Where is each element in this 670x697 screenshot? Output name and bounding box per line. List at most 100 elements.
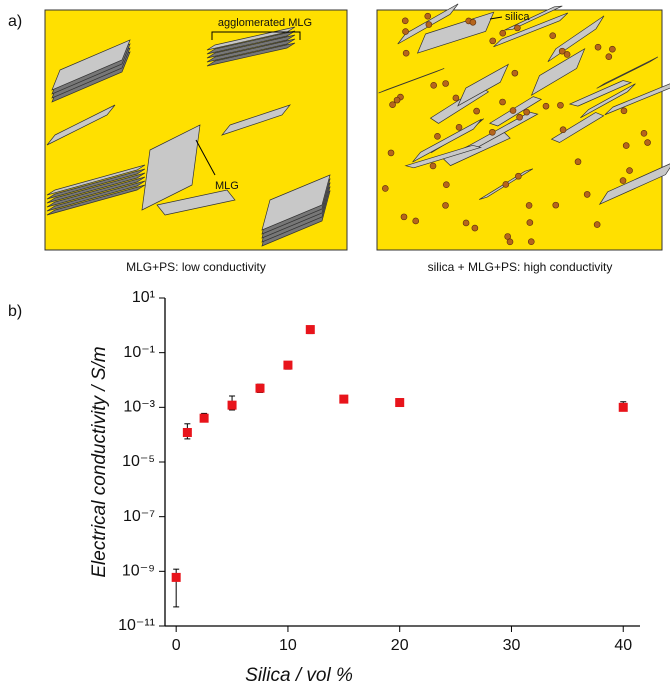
silica-particle <box>574 158 582 166</box>
graphene-sheet <box>46 104 116 146</box>
silica-particle <box>559 126 567 134</box>
silica-particle <box>622 142 630 149</box>
y-tick-label: 10⁻⁷ <box>123 508 155 525</box>
y-tick-label: 10⁻⁵ <box>122 453 155 470</box>
silica-particle <box>526 219 534 226</box>
y-tick-label: 10¹ <box>132 289 155 306</box>
silica-particle <box>473 107 480 115</box>
y-tick-label: 10⁻¹¹ <box>118 617 155 634</box>
graphene-sheet <box>412 118 482 163</box>
annotation: silica <box>505 11 530 23</box>
caption: MLG+PS: low conductivity <box>126 260 266 274</box>
graphene-sheet <box>404 144 482 169</box>
silica-particle <box>471 224 479 232</box>
graphene-sheet <box>206 30 296 55</box>
graphene-sheet <box>220 104 292 136</box>
caption: silica + MLG+PS: high conductivity <box>428 260 613 274</box>
silica-particle <box>469 18 477 26</box>
silica-particle <box>389 101 396 108</box>
silica-particle <box>523 108 530 116</box>
graphene-sheet <box>46 176 146 208</box>
graphene-sheet <box>568 80 633 107</box>
graphene-sheet <box>596 56 659 89</box>
silica-particle <box>499 98 506 106</box>
silica-particle <box>400 213 408 221</box>
marker <box>227 400 237 410</box>
graphene-sheet <box>261 174 331 231</box>
silica-particle <box>506 238 514 246</box>
graphene-sheet <box>598 163 670 206</box>
silica-particle <box>516 113 523 121</box>
silica-particle <box>424 12 432 20</box>
marker <box>395 398 405 408</box>
graphene-sheet <box>51 39 131 91</box>
marker <box>255 383 265 393</box>
x-tick-label: 30 <box>503 637 521 654</box>
graphene-sheet <box>46 172 146 204</box>
silica-particle <box>605 53 613 60</box>
silica-particle <box>489 128 496 136</box>
silica-particle <box>412 217 420 225</box>
silica-particle <box>442 202 449 209</box>
graphene-sheet <box>580 83 636 119</box>
silica-particle <box>452 94 460 102</box>
silica-particle <box>542 102 550 110</box>
y-tick-label: 10⁻¹ <box>123 344 155 361</box>
arrow <box>489 16 503 20</box>
bracket <box>211 31 301 40</box>
marker <box>182 428 192 438</box>
y-tick-label: 10⁻³ <box>123 399 155 416</box>
graphene-sheet <box>46 184 146 216</box>
graphene-sheet <box>378 68 445 94</box>
silica-particle <box>557 101 564 109</box>
silica-particle <box>626 167 633 174</box>
silica-particle <box>462 219 470 227</box>
graphene-sheet <box>504 5 563 31</box>
marker <box>199 413 209 423</box>
silica-particle <box>620 107 628 115</box>
annotation: agglomerated MLG <box>218 17 312 29</box>
silica-particle <box>594 43 602 51</box>
marker <box>339 394 349 404</box>
silica-particle <box>514 24 521 32</box>
graphene-sheet <box>493 12 569 48</box>
schematic-right <box>376 3 670 251</box>
silica-particle <box>563 51 571 58</box>
panel-label: b) <box>8 303 22 320</box>
graphene-sheet <box>156 189 236 216</box>
silica-particle <box>402 49 410 57</box>
x-tick-label: 20 <box>391 637 409 654</box>
marker <box>171 572 181 582</box>
silica-particle <box>640 129 648 137</box>
graphene-sheet <box>206 42 296 67</box>
silica-particle <box>558 47 566 55</box>
silica-particle <box>619 177 627 184</box>
silica-particle <box>509 107 517 114</box>
silica-particle <box>402 28 409 35</box>
silica-particle <box>552 201 560 209</box>
silica-particle <box>593 221 601 228</box>
silica-particle <box>499 29 507 37</box>
silica-particle <box>527 238 535 246</box>
silica-particle <box>387 149 395 157</box>
x-tick-label: 10 <box>279 637 297 654</box>
silica-particle <box>429 162 437 170</box>
silica-particle <box>381 185 389 192</box>
silica-particle <box>434 133 441 140</box>
graphene-sheet <box>46 164 146 196</box>
silica-particle <box>443 181 450 189</box>
silica-particle <box>489 37 497 45</box>
x-tick-label: 40 <box>614 637 632 654</box>
silica-particle <box>393 96 401 104</box>
x-tick-label: 0 <box>172 637 181 654</box>
marker <box>618 402 628 412</box>
schematic-left <box>44 9 348 251</box>
graphene-sheet <box>46 168 146 200</box>
silica-particle <box>502 181 510 188</box>
silica-particle <box>455 124 463 131</box>
silica-particle <box>525 202 533 209</box>
panel-label: a) <box>8 13 22 30</box>
panel-background <box>376 9 663 251</box>
silica-particle <box>609 45 616 53</box>
graphene-sheet <box>457 63 510 107</box>
